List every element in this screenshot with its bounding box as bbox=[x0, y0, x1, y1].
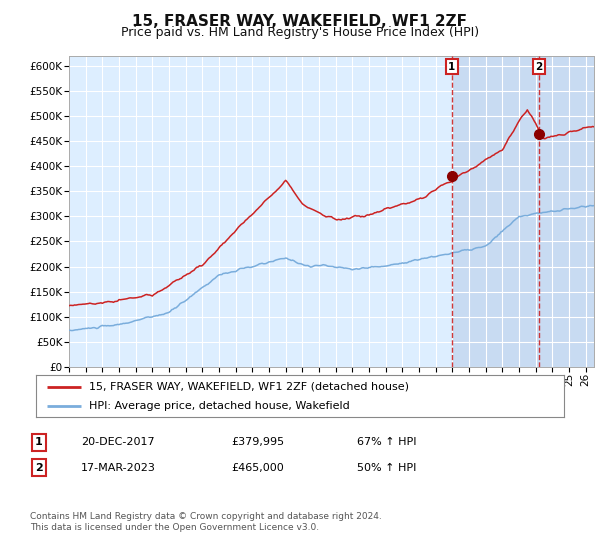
Text: 1: 1 bbox=[448, 62, 455, 72]
Text: 17-MAR-2023: 17-MAR-2023 bbox=[81, 463, 156, 473]
Text: 20-DEC-2017: 20-DEC-2017 bbox=[81, 437, 155, 447]
Text: 1: 1 bbox=[35, 437, 43, 447]
Text: 67% ↑ HPI: 67% ↑ HPI bbox=[357, 437, 416, 447]
Bar bbox=[452, 56, 594, 367]
Text: 50% ↑ HPI: 50% ↑ HPI bbox=[357, 463, 416, 473]
Text: 15, FRASER WAY, WAKEFIELD, WF1 2ZF (detached house): 15, FRASER WAY, WAKEFIELD, WF1 2ZF (deta… bbox=[89, 381, 409, 391]
Text: 15, FRASER WAY, WAKEFIELD, WF1 2ZF: 15, FRASER WAY, WAKEFIELD, WF1 2ZF bbox=[133, 14, 467, 29]
Text: £379,995: £379,995 bbox=[231, 437, 284, 447]
Text: HPI: Average price, detached house, Wakefield: HPI: Average price, detached house, Wake… bbox=[89, 401, 350, 411]
Text: Contains HM Land Registry data © Crown copyright and database right 2024.
This d: Contains HM Land Registry data © Crown c… bbox=[30, 512, 382, 532]
Text: 2: 2 bbox=[536, 62, 543, 72]
Text: 2: 2 bbox=[35, 463, 43, 473]
Text: Price paid vs. HM Land Registry's House Price Index (HPI): Price paid vs. HM Land Registry's House … bbox=[121, 26, 479, 39]
Text: £465,000: £465,000 bbox=[231, 463, 284, 473]
